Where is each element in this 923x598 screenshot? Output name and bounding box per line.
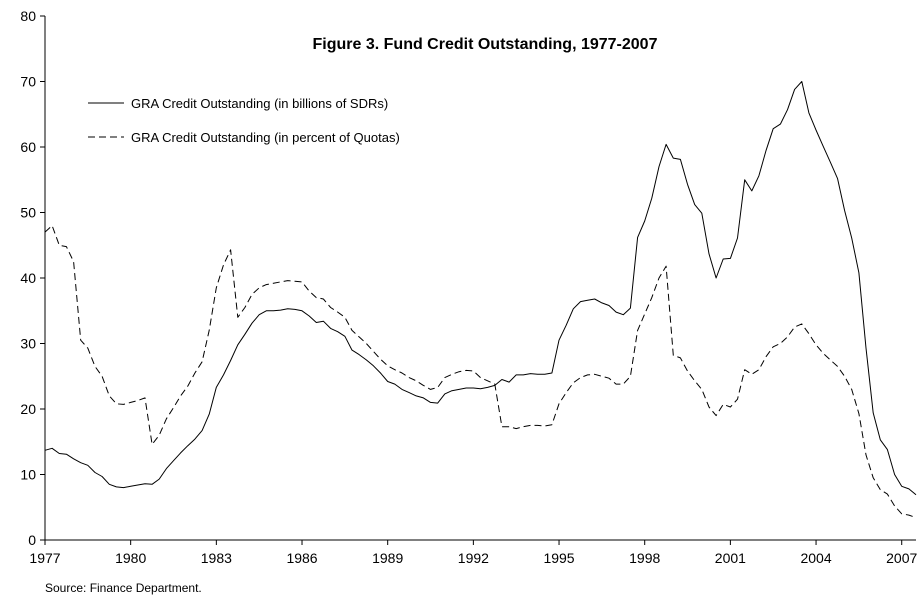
y-tick-label: 30 xyxy=(20,336,36,352)
x-axis: 1977 1980 1983 1986 1989 1992 1995 1998 2001 2004… xyxy=(29,540,918,566)
x-tick-label: 1989 xyxy=(372,550,403,566)
series-lines xyxy=(44,81,917,519)
y-tick-label: 80 xyxy=(20,8,36,24)
y-tick-label: 60 xyxy=(20,139,36,155)
x-tick-label: 2001 xyxy=(715,550,746,566)
y-tick-label: 10 xyxy=(20,467,36,483)
x-tick-label: 1977 xyxy=(29,550,60,566)
x-tick-label: 1986 xyxy=(286,550,317,566)
legend-label-billions: GRA Credit Outstanding (in billions of S… xyxy=(131,96,388,111)
plot-area xyxy=(44,16,916,541)
legend: GRA Credit Outstanding (in billions of S… xyxy=(88,96,400,145)
y-tick-label: 20 xyxy=(20,401,36,417)
x-tick-label: 1983 xyxy=(201,550,232,566)
y-tick-label: 0 xyxy=(28,532,36,548)
y-tick-label: 70 xyxy=(20,74,36,90)
x-tick-label: 2004 xyxy=(800,550,831,566)
y-tick-label: 40 xyxy=(20,270,36,286)
x-tick-label: 1998 xyxy=(629,550,660,566)
series-line-billions xyxy=(44,81,917,496)
x-tick-label: 1992 xyxy=(458,550,489,566)
x-tick-label: 1995 xyxy=(543,550,574,566)
y-axis: 0 10 20 30 40 50 60 70 80 xyxy=(20,8,45,548)
y-tick-label: 50 xyxy=(20,205,36,221)
legend-label-percent: GRA Credit Outstanding (in percent of Qu… xyxy=(131,130,400,145)
series-line-percent xyxy=(44,225,917,519)
chart-title: Figure 3. Fund Credit Outstanding, 1977-… xyxy=(313,36,658,53)
source-note: Source: Finance Department. xyxy=(45,581,202,595)
x-tick-label: 1980 xyxy=(115,550,146,566)
x-tick-label: 2007 xyxy=(886,550,917,566)
